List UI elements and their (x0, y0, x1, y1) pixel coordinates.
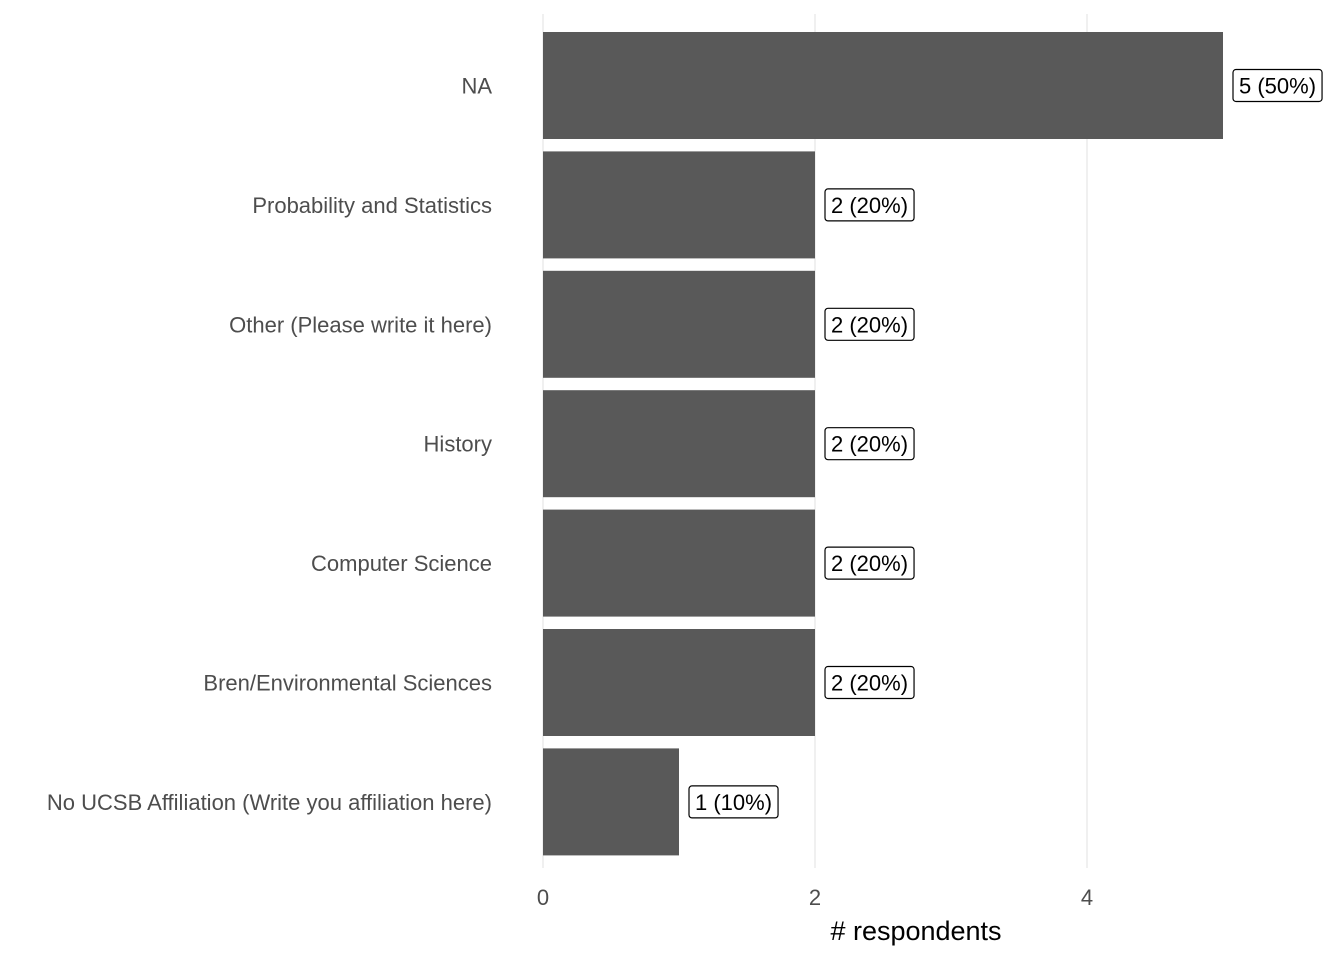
data-label-box (1232, 68, 1323, 103)
data-label-text: 2 (20%) (831, 312, 908, 337)
category-label: Bren/Environmental Sciences (203, 671, 492, 696)
data-label: 2 (20%) (824, 546, 915, 580)
category-label: NA (461, 74, 492, 99)
bar (543, 390, 815, 498)
x-tick-label: 0 (537, 885, 549, 910)
data-label: 2 (20%) (824, 665, 915, 700)
data-label: 1 (10%) (688, 785, 779, 819)
bar (543, 270, 815, 378)
category-labels: NA Probability and Statistics Other (Pleas… (47, 74, 492, 815)
bar (543, 32, 1223, 139)
data-labels: 5 (50%) 2 (20%) 2 (20%) 2 (20%) 2 (20%) 2 (20… (688, 68, 1323, 819)
bar (543, 748, 679, 856)
bars (543, 32, 1223, 856)
data-label-text: 2 (20%) (831, 432, 908, 457)
x-tick-labels: 0 2 4 (537, 885, 1093, 910)
bar (543, 509, 815, 617)
bar (543, 151, 815, 259)
data-label-text: 2 (20%) (831, 671, 908, 696)
data-label-text: 5 (50%) (1239, 74, 1316, 99)
data-label-box (824, 546, 915, 580)
bar (543, 629, 815, 736)
data-label-text: 2 (20%) (831, 193, 908, 218)
data-label: 5 (50%) (1232, 68, 1323, 103)
data-label-box (824, 665, 915, 700)
data-label-box (688, 785, 779, 819)
data-label: 2 (20%) (824, 307, 915, 341)
data-label-box (824, 188, 915, 222)
data-label: 2 (20%) (824, 188, 915, 222)
x-axis-title: # respondents (830, 916, 1001, 946)
category-label: Other (Please write it here) (229, 312, 492, 337)
x-tick-label: 4 (1081, 885, 1093, 910)
category-label: Computer Science (311, 551, 492, 576)
category-label: Probability and Statistics (252, 193, 492, 218)
data-label-text: 2 (20%) (831, 551, 908, 576)
data-label-box (824, 307, 915, 341)
data-label-text: 1 (10%) (695, 790, 772, 815)
data-label-box (824, 427, 915, 461)
x-tick-label: 2 (809, 885, 821, 910)
category-label: History (424, 432, 492, 457)
data-label: 2 (20%) (824, 427, 915, 461)
category-label: No UCSB Affiliation (Write you affiliati… (47, 790, 492, 815)
